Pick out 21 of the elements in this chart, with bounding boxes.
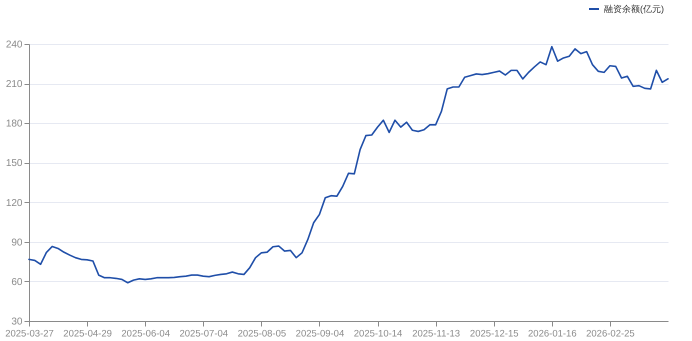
y-tick-label: 90	[11, 237, 23, 248]
x-tick-label: 2026-01-16	[528, 328, 577, 340]
x-tick-label: 2025-03-27	[5, 328, 54, 340]
x-tick-label: 2025-04-29	[63, 328, 112, 340]
y-tick-label: 60	[11, 276, 23, 288]
x-tick-label: 2025-12-15	[470, 328, 519, 340]
y-tick-label: 30	[11, 316, 23, 328]
y-tick-label: 210	[6, 79, 23, 90]
x-tick-label: 2025-07-04	[179, 328, 228, 340]
x-tick-label: 2025-06-04	[121, 328, 170, 340]
y-tick-label: 150	[6, 158, 23, 170]
y-tick-label: 180	[6, 118, 23, 130]
y-tick-label: 120	[6, 198, 23, 209]
x-tick-label: 2025-10-14	[354, 328, 402, 340]
x-tick-label: 2025-08-05	[238, 328, 286, 340]
y-tick-label: 240	[6, 40, 23, 50]
x-tick-label: 2025-11-13	[412, 328, 460, 340]
x-tick-label: 2025-09-04	[296, 328, 344, 340]
x-tick-label: 2026-02-25	[586, 328, 635, 340]
line-series	[28, 46, 669, 284]
legend-label: 融资余额(亿元)	[604, 4, 664, 14]
